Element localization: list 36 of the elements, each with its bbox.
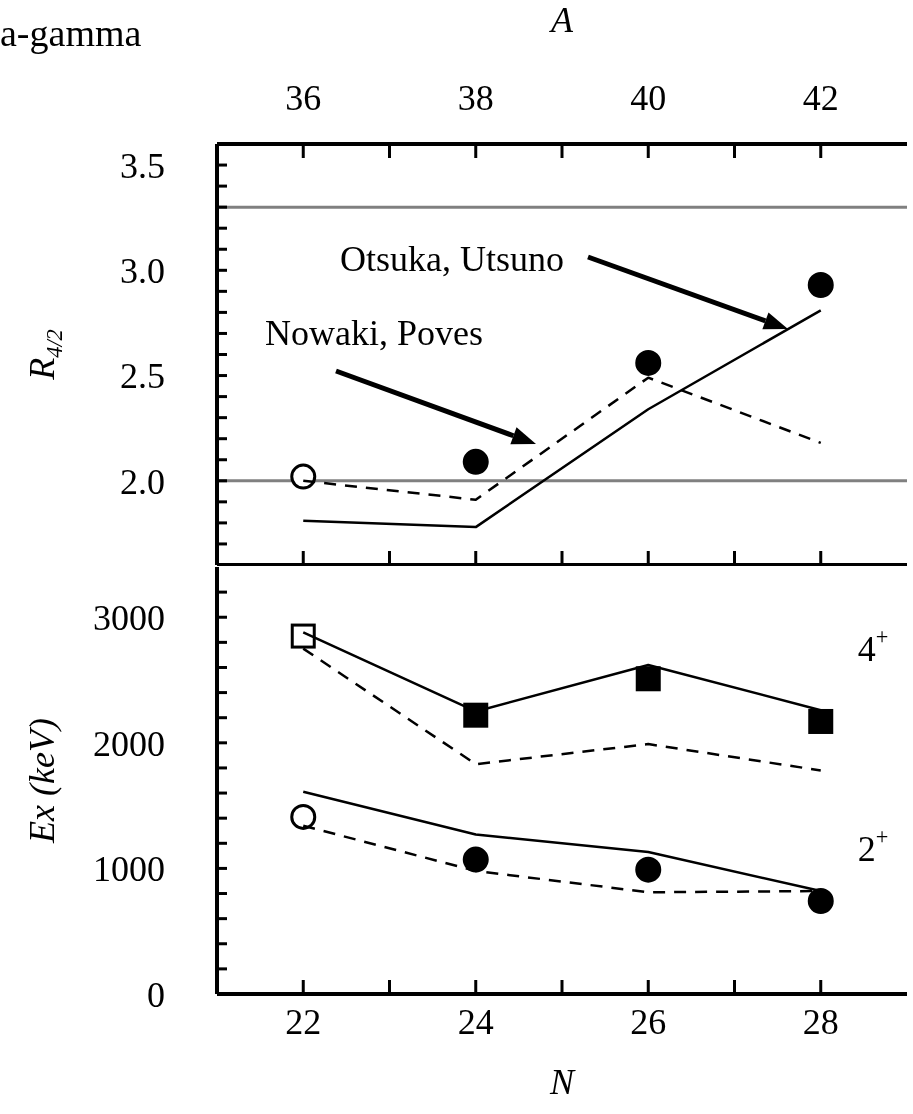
annotation: 2$^{+}$ xyxy=(857,824,889,869)
point xyxy=(635,856,662,883)
x2-tick-label: 36 xyxy=(285,78,322,118)
point xyxy=(462,846,489,873)
x-tick-label: 24 xyxy=(457,1001,494,1042)
annotation: 4$^{+}$ xyxy=(857,624,889,669)
point xyxy=(463,702,489,728)
y-tick-label: 3.5 xyxy=(120,145,165,186)
x-tick-label: 26 xyxy=(630,1001,667,1042)
x-axis-title: N xyxy=(548,1062,576,1102)
x2-axis-title: A xyxy=(549,0,574,40)
x2-tick-label: 42 xyxy=(802,78,839,118)
y-tick-label: 0 xyxy=(147,974,165,1015)
annotation: Nowaki, Poves xyxy=(265,313,483,353)
point xyxy=(635,349,662,376)
chart-title: a-gamma xyxy=(0,11,142,56)
y-tick-label: 2.5 xyxy=(120,356,165,397)
x2-tick-label: 40 xyxy=(630,78,667,118)
y-tick-label: 3000 xyxy=(93,598,165,639)
y-tick-label: 2000 xyxy=(93,723,165,764)
point xyxy=(635,666,661,692)
point xyxy=(290,463,317,490)
x2-tick-label: 38 xyxy=(457,78,494,118)
y-tick-label: 2.0 xyxy=(120,461,165,502)
point xyxy=(290,803,317,830)
point xyxy=(807,272,834,299)
y-tick-label: 1000 xyxy=(93,849,165,890)
point xyxy=(462,448,489,475)
x-tick-label: 22 xyxy=(285,1001,322,1042)
x-tick-label: 28 xyxy=(802,1001,839,1042)
point xyxy=(807,888,834,915)
annotation: Otsuka, Utsuno xyxy=(340,239,564,279)
point xyxy=(290,623,316,649)
y-axis-title: Ex (keV) xyxy=(22,718,62,844)
y-tick-label: 3.0 xyxy=(120,251,165,292)
point xyxy=(808,708,834,734)
